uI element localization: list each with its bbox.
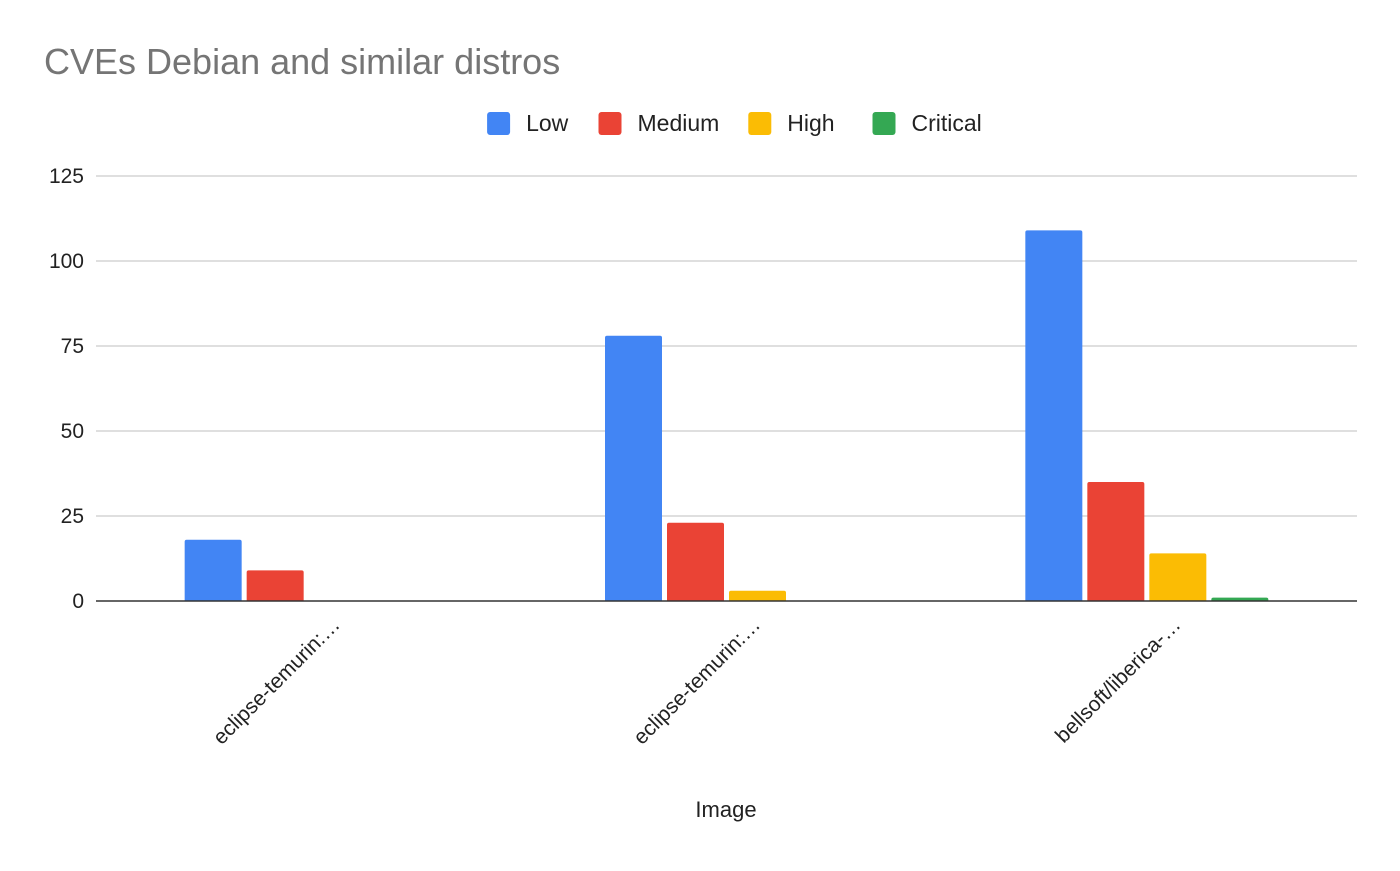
gridlines [96, 175, 1357, 517]
bar-critical-3 [1211, 597, 1269, 601]
legend-swatch-high [748, 112, 772, 135]
bar-low-1 [184, 539, 242, 601]
legend-label-critical: Critical [912, 110, 982, 136]
legend: Low Medium High Critical [487, 110, 982, 136]
legend-swatch-critical [872, 112, 896, 135]
y-tick-label: 25 [61, 505, 84, 528]
y-tick-label: 100 [49, 250, 84, 273]
chart-title: CVEs Debian and similar distros [44, 41, 560, 82]
bar-high-2 [729, 590, 786, 601]
x-category-label: bellsoft/liberica-… [1051, 613, 1185, 747]
legend-label-low: Low [526, 110, 569, 136]
bar-low-3 [1025, 230, 1083, 601]
y-tick-label: 50 [61, 420, 84, 443]
legend-label-medium: Medium [638, 110, 720, 136]
y-tick-label: 125 [49, 165, 84, 188]
legend-label-high: High [787, 110, 834, 136]
y-tick-label: 75 [61, 335, 84, 358]
bar-medium-2 [667, 522, 724, 601]
bars [184, 230, 1269, 601]
legend-swatch-low [487, 112, 511, 135]
bar-medium-3 [1087, 482, 1145, 601]
bar-low-2 [605, 335, 662, 601]
x-axis-category-labels: eclipse-temurin:… eclipse-temurin:… bellso… [209, 613, 1186, 749]
bar-medium-1 [246, 570, 304, 601]
legend-swatch-medium [598, 112, 622, 135]
x-axis-title: Image [695, 797, 756, 822]
x-category-label: eclipse-temurin:… [629, 613, 765, 749]
y-tick-label: 0 [72, 590, 84, 613]
bar-high-3 [1149, 553, 1207, 601]
y-axis-ticks: 0 25 50 75 100 125 [49, 165, 84, 613]
x-category-label: eclipse-temurin:… [209, 613, 345, 749]
